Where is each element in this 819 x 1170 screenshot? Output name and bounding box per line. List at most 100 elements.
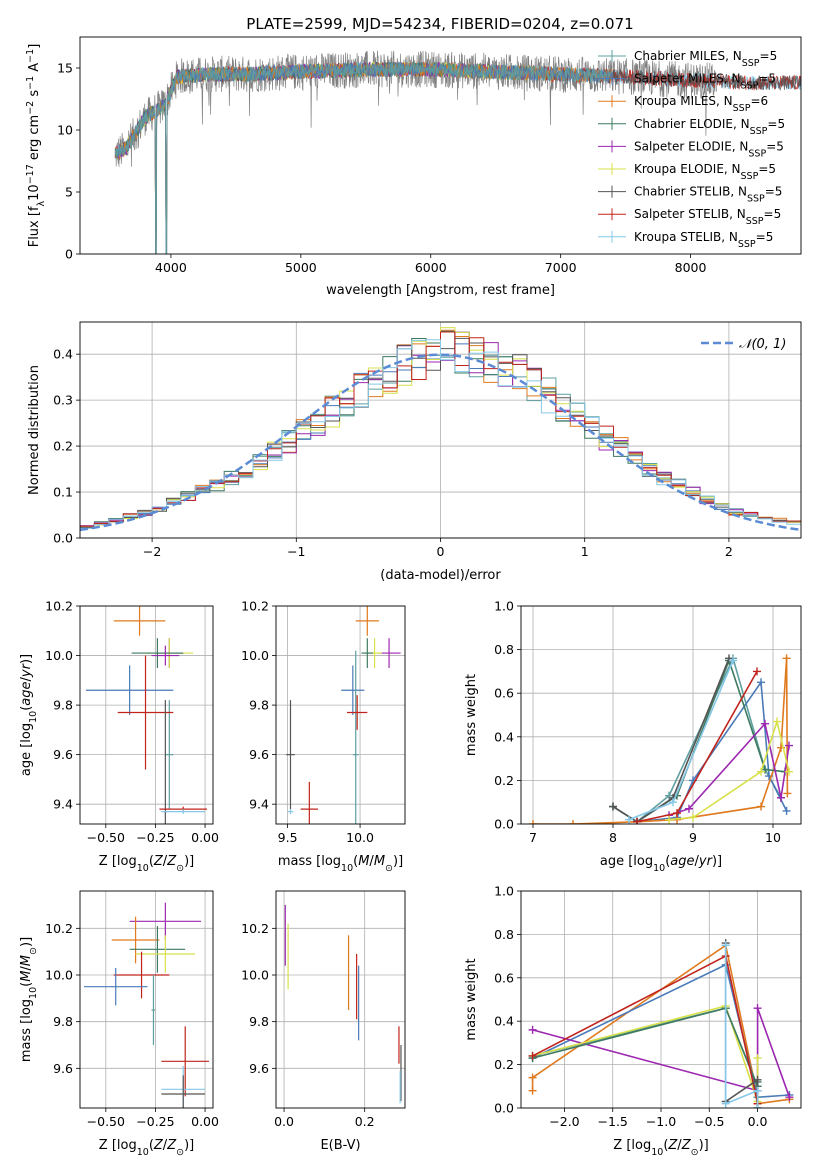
mass-weight-marker [761, 719, 769, 728]
plot-area [85, 606, 208, 824]
x-axis-label: Z [log10(Z/Z⊙)] [99, 1138, 194, 1158]
mass-weight-marker [689, 813, 697, 822]
y-tick-label: 9.6 [249, 747, 269, 762]
x-tick-label: 4000 [155, 260, 187, 275]
x-tick-label: 8000 [675, 260, 707, 275]
plot-area [83, 902, 210, 1108]
x-tick-label: 7 [529, 830, 537, 845]
label-part: =5 [764, 207, 782, 221]
x-axis-label: (data-model)/error [380, 568, 501, 583]
label-part: mass [log [19, 999, 34, 1062]
label-part: )] [19, 937, 34, 947]
mass-weight-marker [757, 678, 765, 687]
y-tick-label: 0.0 [53, 531, 73, 546]
y-tick-label: 0.3 [53, 393, 73, 408]
y-axis-label: mass weight [464, 674, 479, 756]
label-part: Kroupa STELIB, N [634, 230, 738, 244]
x-tick-label: 2 [725, 544, 733, 559]
label-part: ( [149, 854, 154, 869]
label-part: Salpeter ELODIE, N [634, 139, 748, 153]
axes-frame [79, 36, 802, 255]
y-tick-label: 10.2 [45, 599, 73, 614]
mass-weight-marker [528, 1086, 537, 1095]
y-tick-label: 9.8 [249, 698, 269, 713]
x-tick-label: 7000 [545, 260, 577, 275]
label-part: Z [166, 854, 177, 869]
mass-weight-marker [729, 656, 737, 665]
x-tick-label: −2.0 [549, 1114, 579, 1129]
label-part: ( [665, 854, 670, 869]
mass-weight-marker [785, 1093, 794, 1102]
x-tick-label: −1.0 [646, 1114, 676, 1129]
label-part: ⊙ [385, 863, 393, 874]
mass-weight-marker [669, 798, 677, 807]
legend-label: Kroupa STELIB, NSSP=5 [634, 230, 773, 250]
legend-label: Chabrier ELODIE, NSSP=5 [634, 117, 785, 137]
x-tick-label: 8 [609, 830, 617, 845]
plot-area [286, 606, 401, 824]
mass-weight-marker [753, 1054, 762, 1063]
label-part: SSP [741, 80, 759, 91]
legend-label: Kroupa ELODIE, NSSP=5 [634, 162, 776, 182]
label-part: =5 [767, 117, 785, 131]
y-tick-label: 0.4 [53, 347, 73, 362]
label-part: age [log [600, 854, 653, 869]
x-tick-label: 0.0 [748, 1114, 768, 1129]
label-part: )] [19, 654, 34, 664]
label-part: Kroupa MILES, N [634, 94, 733, 108]
y-tick-label: 10 [57, 123, 73, 138]
y-tick-label: 0.4 [494, 729, 514, 744]
x-tick-label: −0.5 [694, 1114, 724, 1129]
label-part: Z [153, 854, 164, 869]
model-spectrum [114, 61, 535, 254]
label-part: λ [36, 200, 47, 206]
figure-title: PLATE=2599, MJD=54234, FIBERID=0204, z=0… [246, 15, 633, 33]
x-tick-label: 1 [581, 544, 589, 559]
label-part: ⊙ [176, 1147, 184, 1158]
legend-label: Salpeter STELIB, NSSP=5 [634, 207, 781, 227]
label-part: 10 [28, 987, 39, 999]
label-part: =5 [765, 185, 783, 199]
y-tick-label: 9.8 [249, 1014, 269, 1029]
mass-weight-marker [757, 767, 765, 776]
mass-weight-line [636, 680, 788, 823]
y-tick-label: 0.1 [53, 485, 73, 500]
label-part: SSP [748, 148, 766, 159]
label-part: A [27, 63, 42, 76]
label-part: SSP [747, 193, 765, 204]
label-part: M [358, 854, 369, 869]
label-part: ⊙ [176, 863, 184, 874]
mass-weight-marker [673, 809, 681, 818]
label-part: Chabrier MILES, N [634, 49, 742, 63]
mass-weight-marker [528, 1025, 537, 1034]
legend-label: Chabrier STELIB, NSSP=5 [634, 185, 782, 205]
mass-weight-marker [785, 741, 793, 750]
normal-curve [80, 353, 801, 532]
y-tick-label: 1.0 [494, 599, 514, 614]
label-part: )] [712, 854, 722, 869]
y-tick-label: 9.4 [53, 797, 73, 812]
y-tick-label: 0.4 [494, 1014, 514, 1029]
label-part: Z [681, 1138, 692, 1153]
label-part: Z [log [99, 1138, 137, 1153]
label-part: Chabrier STELIB, N [634, 185, 747, 199]
x-tick-label: 10 [765, 830, 781, 845]
legend-label: 𝒩(0, 1) [739, 337, 786, 352]
x-tick-label: 10.0 [346, 830, 374, 845]
label-part: Z [log [99, 854, 137, 869]
axes-frame [520, 605, 802, 825]
y-tick-label: 0.2 [494, 773, 514, 788]
label-part: / [677, 1138, 682, 1153]
axes-frame [275, 890, 406, 1109]
label-part: 10 [653, 863, 665, 874]
label-part: mass [log [278, 854, 341, 869]
mass-weight-marker [633, 817, 641, 824]
x-tick-label: 9.5 [278, 830, 298, 845]
y-axis-label: mass weight [464, 958, 479, 1040]
label-part: age [670, 854, 694, 869]
y-tick-label: 0.8 [494, 927, 514, 942]
label-part: 10 [27, 184, 42, 201]
x-tick-label: −0.50 [87, 1114, 125, 1129]
label-part: s [27, 90, 42, 101]
